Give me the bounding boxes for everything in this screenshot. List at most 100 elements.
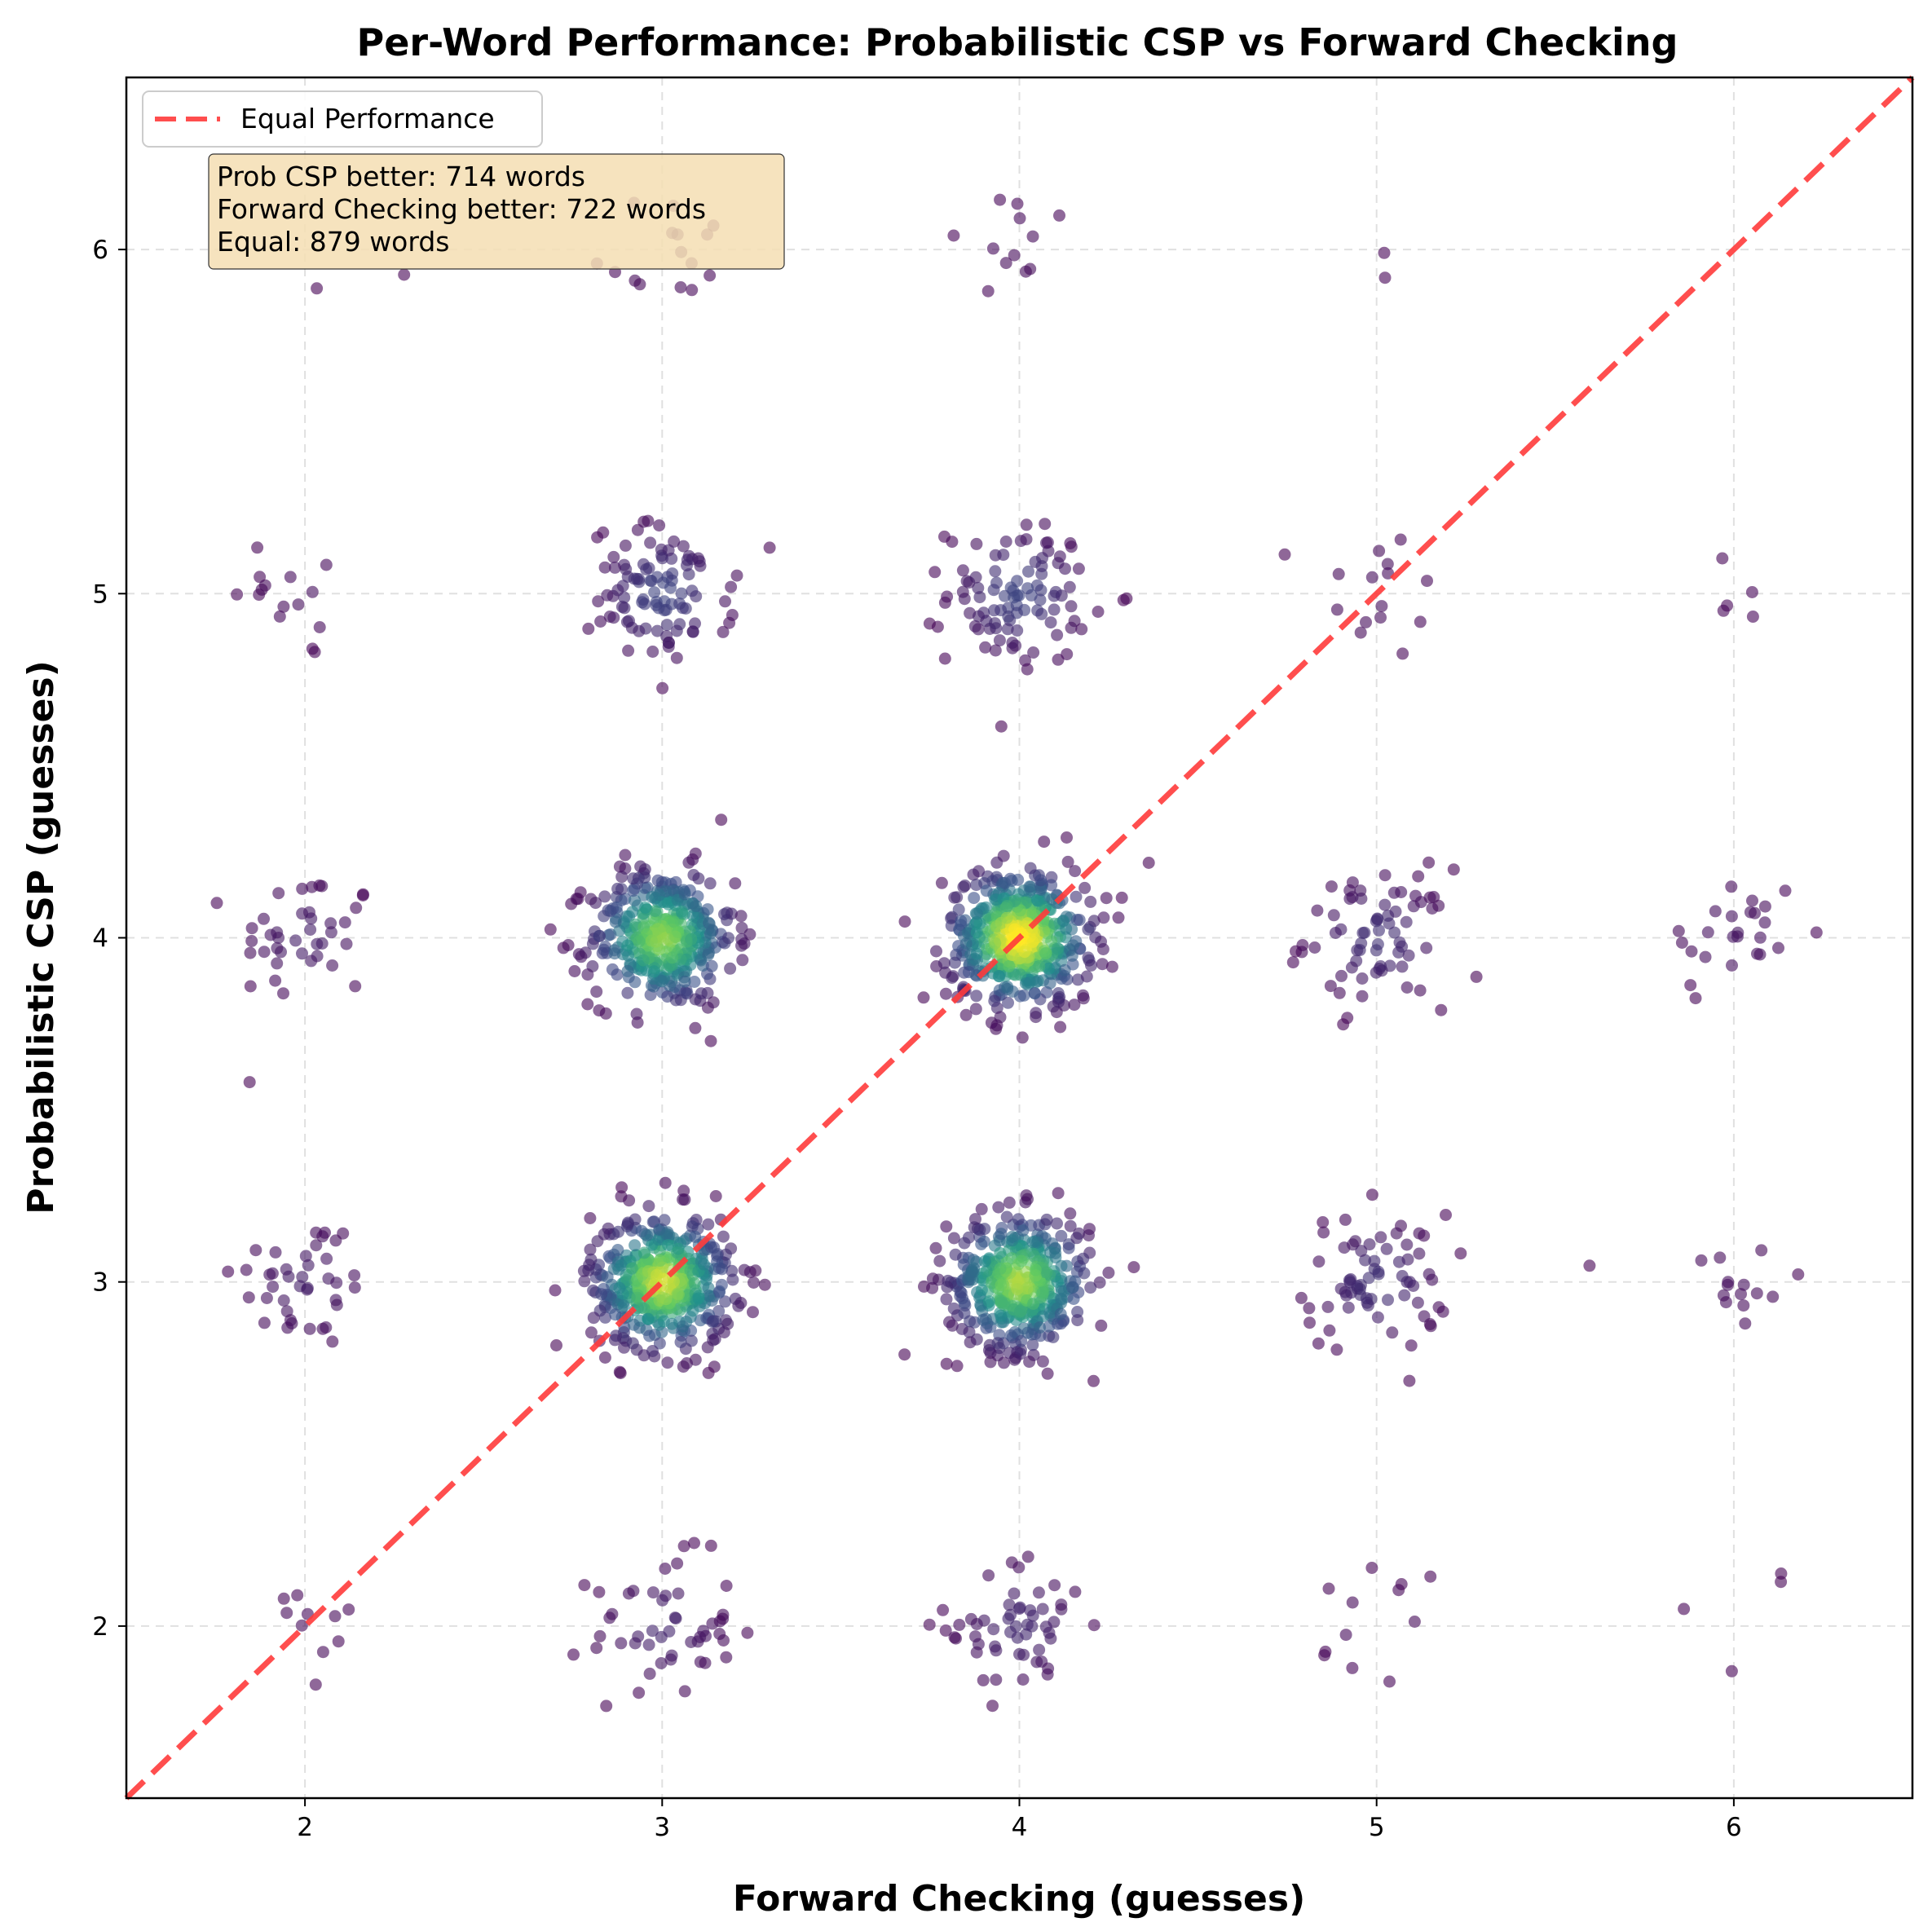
word-point [1418, 1310, 1431, 1323]
word-point [990, 1644, 1003, 1657]
word-point [1716, 552, 1729, 565]
word-point [1725, 880, 1738, 893]
word-point [1000, 900, 1013, 913]
word-point [958, 1307, 971, 1320]
word-point [1726, 959, 1738, 972]
word-point [1038, 835, 1051, 849]
word-point [678, 1193, 691, 1206]
word-point [1339, 1629, 1352, 1642]
word-point [973, 610, 985, 623]
word-point [939, 987, 952, 1000]
y-tick-label: 4 [92, 924, 108, 954]
word-point [651, 874, 664, 887]
word-point [350, 902, 363, 915]
word-point [926, 1272, 939, 1285]
word-point [1409, 889, 1422, 902]
word-point [617, 1299, 630, 1312]
word-point [1012, 1561, 1026, 1574]
word-point [719, 1295, 731, 1308]
word-point [1054, 1307, 1067, 1320]
word-point [1048, 603, 1061, 616]
word-point [1378, 898, 1392, 911]
word-point [1323, 1324, 1336, 1337]
word-point [1036, 1603, 1049, 1616]
x-tick-label: 2 [297, 1813, 313, 1842]
word-point [660, 1228, 673, 1241]
word-point [1054, 1021, 1067, 1034]
word-point [326, 1335, 339, 1348]
word-point [1435, 1003, 1448, 1016]
word-point [1039, 947, 1052, 960]
word-point [1012, 1213, 1025, 1226]
stats-line-equal: Equal: 879 words [217, 226, 450, 258]
word-point [604, 905, 617, 918]
word-point [1077, 992, 1090, 1005]
word-point [602, 1222, 615, 1235]
word-point [1049, 585, 1062, 598]
word-point [695, 987, 708, 1000]
word-point [973, 591, 986, 604]
word-point [1087, 1374, 1100, 1387]
word-point [1092, 606, 1105, 618]
word-point [1026, 936, 1039, 948]
word-point [651, 624, 664, 637]
word-point [304, 924, 317, 936]
word-point [296, 947, 308, 960]
word-point [986, 1700, 999, 1713]
word-point [340, 937, 353, 950]
y-tick-label: 5 [92, 580, 108, 609]
word-point [1064, 1207, 1077, 1220]
word-point [1008, 249, 1021, 262]
word-point [1011, 624, 1024, 637]
word-point [1396, 1270, 1409, 1282]
word-point [946, 536, 959, 549]
word-point [736, 954, 749, 967]
word-point [303, 906, 315, 919]
word-point [623, 615, 635, 628]
word-point [622, 1587, 635, 1600]
word-point [1078, 1267, 1091, 1280]
word-point [240, 1263, 253, 1276]
word-point [1725, 910, 1738, 923]
word-point [669, 994, 682, 1007]
word-point [1052, 1317, 1064, 1330]
word-point [1003, 1196, 1016, 1209]
word-point [713, 1285, 726, 1298]
word-point [989, 644, 1002, 657]
word-point [1363, 1238, 1376, 1251]
word-point [697, 1625, 710, 1638]
word-point [1583, 1259, 1596, 1272]
word-point [1064, 537, 1077, 549]
word-point [637, 515, 651, 528]
word-point [720, 1580, 733, 1592]
word-point [940, 1293, 953, 1306]
word-point [1072, 562, 1085, 575]
word-point [986, 1276, 998, 1290]
word-point [1355, 1245, 1368, 1258]
word-point [1396, 960, 1409, 973]
word-point [1067, 1293, 1080, 1305]
word-point [994, 1246, 1007, 1259]
word-point [1400, 1238, 1414, 1251]
legend-box [142, 90, 543, 148]
word-point [1373, 544, 1386, 558]
word-point [981, 284, 995, 298]
word-point [242, 1291, 255, 1304]
word-point [607, 550, 620, 563]
word-point [315, 937, 329, 950]
word-point [1065, 949, 1078, 962]
word-point [1093, 1276, 1106, 1289]
word-point [277, 1592, 290, 1605]
word-point [258, 579, 271, 592]
word-point [948, 1631, 961, 1644]
word-point [1016, 1031, 1029, 1044]
word-point [342, 1603, 355, 1616]
word-point [940, 1220, 953, 1233]
word-point [591, 1235, 604, 1248]
word-point [917, 991, 930, 1004]
word-point [995, 1228, 1008, 1241]
word-point [1414, 984, 1427, 997]
word-point [968, 892, 981, 905]
word-point [598, 890, 611, 903]
word-point [679, 602, 692, 615]
